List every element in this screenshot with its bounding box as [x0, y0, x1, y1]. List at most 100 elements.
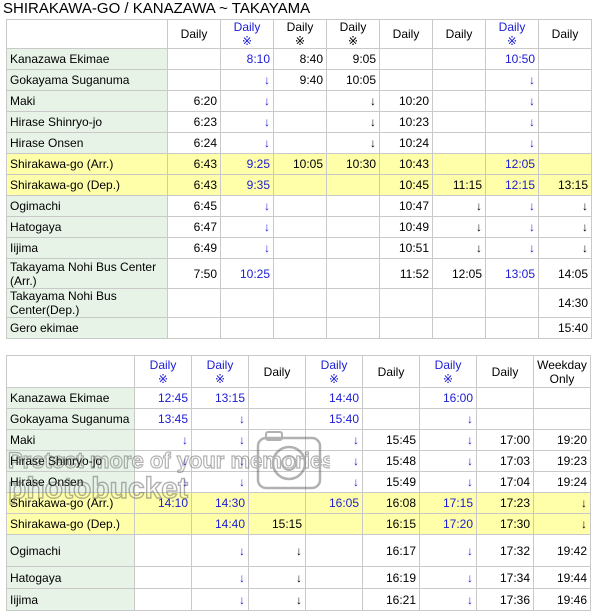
- table-row: Hatogaya ↓ ↓ 16:19 ↓ 17:34 19:44: [6, 566, 591, 589]
- departure-time: [273, 174, 327, 196]
- column-label: Daily: [491, 364, 519, 379]
- departure-time: 14:30: [191, 492, 249, 514]
- column-label: Daily: [498, 20, 526, 35]
- stop-name: Hatogaya: [6, 566, 135, 589]
- departure-time: 17:04: [476, 471, 534, 493]
- column-header: Weekday Only: [533, 355, 591, 388]
- departure-time: 10:50: [485, 48, 539, 70]
- pass-through-arrow: ↓: [220, 195, 274, 217]
- departure-time: 16:21: [362, 588, 420, 611]
- column-label: Daily: [320, 357, 348, 372]
- departure-time: [248, 450, 306, 472]
- pass-through-arrow: ↓: [538, 237, 592, 259]
- pass-through-arrow: ↓: [248, 566, 306, 589]
- departure-time: [362, 408, 420, 430]
- departure-time: 8:10: [220, 48, 274, 70]
- table-row: Gero ekimae 15:40: [6, 317, 592, 339]
- departure-time: 14:40: [305, 387, 363, 409]
- header-row: Daily Daily ※ Daily ※ Daily ※ Daily Daily Daily ※ D…: [6, 19, 592, 49]
- departure-time: 17:23: [476, 492, 534, 514]
- column-header: Daily ※: [220, 19, 274, 49]
- departure-time: [273, 132, 327, 154]
- pass-through-arrow: ↓: [485, 90, 539, 112]
- departure-time: [167, 69, 221, 91]
- departure-time: 10:51: [379, 237, 433, 259]
- stop-name: Kanazawa Ekimae: [6, 48, 168, 70]
- pass-through-arrow: ↓: [538, 216, 592, 238]
- pass-through-arrow: ↓: [419, 588, 477, 611]
- pass-through-arrow: ↓: [191, 566, 249, 589]
- table-row: Kanazawa Ekimae 8:10 8:40 9:05 10:50: [6, 48, 592, 70]
- reservation-mark: ※: [347, 34, 359, 48]
- stop-name: Hirase Onsen: [6, 132, 168, 154]
- column-header: Daily ※: [326, 19, 380, 49]
- departure-time: 13:15: [191, 387, 249, 409]
- table-row: Shirakawa-go (Arr.) 14:10 14:30 16:05 16:08 1…: [6, 492, 591, 514]
- reservation-mark: ※: [241, 34, 253, 48]
- departure-time: [538, 90, 592, 112]
- departure-time: [533, 387, 591, 409]
- departure-time: [273, 111, 327, 133]
- pass-through-arrow: ↓: [485, 111, 539, 133]
- pass-through-arrow: ↓: [191, 588, 249, 611]
- departure-time: [134, 534, 192, 567]
- departure-time: [432, 111, 486, 133]
- column-label: Daily: [263, 364, 291, 379]
- departure-time: [326, 174, 380, 196]
- column-label: Daily: [180, 27, 208, 41]
- departure-time: 7:50: [167, 258, 221, 289]
- departure-time: [538, 111, 592, 133]
- departure-time: 12:05: [432, 258, 486, 289]
- reservation-mark: ※: [157, 371, 169, 386]
- departure-time: 16:17: [362, 534, 420, 567]
- column-label: Daily: [445, 27, 473, 41]
- pass-through-arrow: ↓: [533, 513, 591, 535]
- departure-time: 19:20: [533, 429, 591, 451]
- departure-time: [305, 566, 363, 589]
- table-row: Maki ↓ ↓ ↓ 15:45 ↓ 17:00 19:20: [6, 429, 591, 451]
- column-header: Daily ※: [134, 355, 192, 388]
- departure-time: 14:30: [538, 288, 592, 318]
- departure-time: 10:05: [326, 69, 380, 91]
- stop-name: Kanazawa Ekimae: [6, 387, 135, 409]
- stop-name: Takayama Nohi Bus Center (Arr.): [6, 258, 168, 289]
- stop-name: Hatogaya: [6, 216, 168, 238]
- stop-name: Shirakawa-go (Dep.): [6, 174, 168, 196]
- departure-time: 6:43: [167, 174, 221, 196]
- departure-time: [538, 132, 592, 154]
- departure-time: [432, 288, 486, 318]
- stop-name: Iijima: [6, 237, 168, 259]
- stop-name: Takayama Nohi Bus Center(Dep.): [6, 288, 168, 318]
- pass-through-arrow: ↓: [485, 132, 539, 154]
- departure-time: [248, 492, 306, 514]
- timetable-2: Daily ※ Daily ※ Daily Daily ※ Daily Daily ※ Daily W…: [6, 355, 591, 611]
- table-row: Hirase Shinryo-jo 6:23 ↓ ↓ 10:23 ↓: [6, 111, 592, 133]
- departure-time: [379, 48, 433, 70]
- pass-through-arrow: ↓: [191, 450, 249, 472]
- pass-through-arrow: ↓: [419, 566, 477, 589]
- table-row: Takayama Nohi Bus Center (Arr.) 7:50 10:25…: [6, 258, 592, 289]
- header-corner: [6, 19, 168, 49]
- column-header: Daily ※: [485, 19, 539, 49]
- departure-time: 6:24: [167, 132, 221, 154]
- departure-time: [538, 153, 592, 175]
- departure-time: 10:25: [220, 258, 274, 289]
- departure-time: 6:23: [167, 111, 221, 133]
- departure-time: 13:05: [485, 258, 539, 289]
- pass-through-arrow: ↓: [419, 450, 477, 472]
- stop-name: Hirase Shinryo-jo: [6, 450, 135, 472]
- pass-through-arrow: ↓: [191, 429, 249, 451]
- departure-time: 14:40: [191, 513, 249, 535]
- departure-time: 16:00: [419, 387, 477, 409]
- departure-time: [538, 69, 592, 91]
- departure-time: 6:47: [167, 216, 221, 238]
- pass-through-arrow: ↓: [326, 90, 380, 112]
- pass-through-arrow: ↓: [191, 408, 249, 430]
- table-row: Maki 6:20 ↓ ↓ 10:20 ↓: [6, 90, 592, 112]
- column-label: Daily: [377, 364, 405, 379]
- departure-time: [485, 288, 539, 318]
- stop-name: Hirase Shinryo-jo: [6, 111, 168, 133]
- departure-time: 19:42: [533, 534, 591, 567]
- pass-through-arrow: ↓: [305, 450, 363, 472]
- departure-time: [273, 90, 327, 112]
